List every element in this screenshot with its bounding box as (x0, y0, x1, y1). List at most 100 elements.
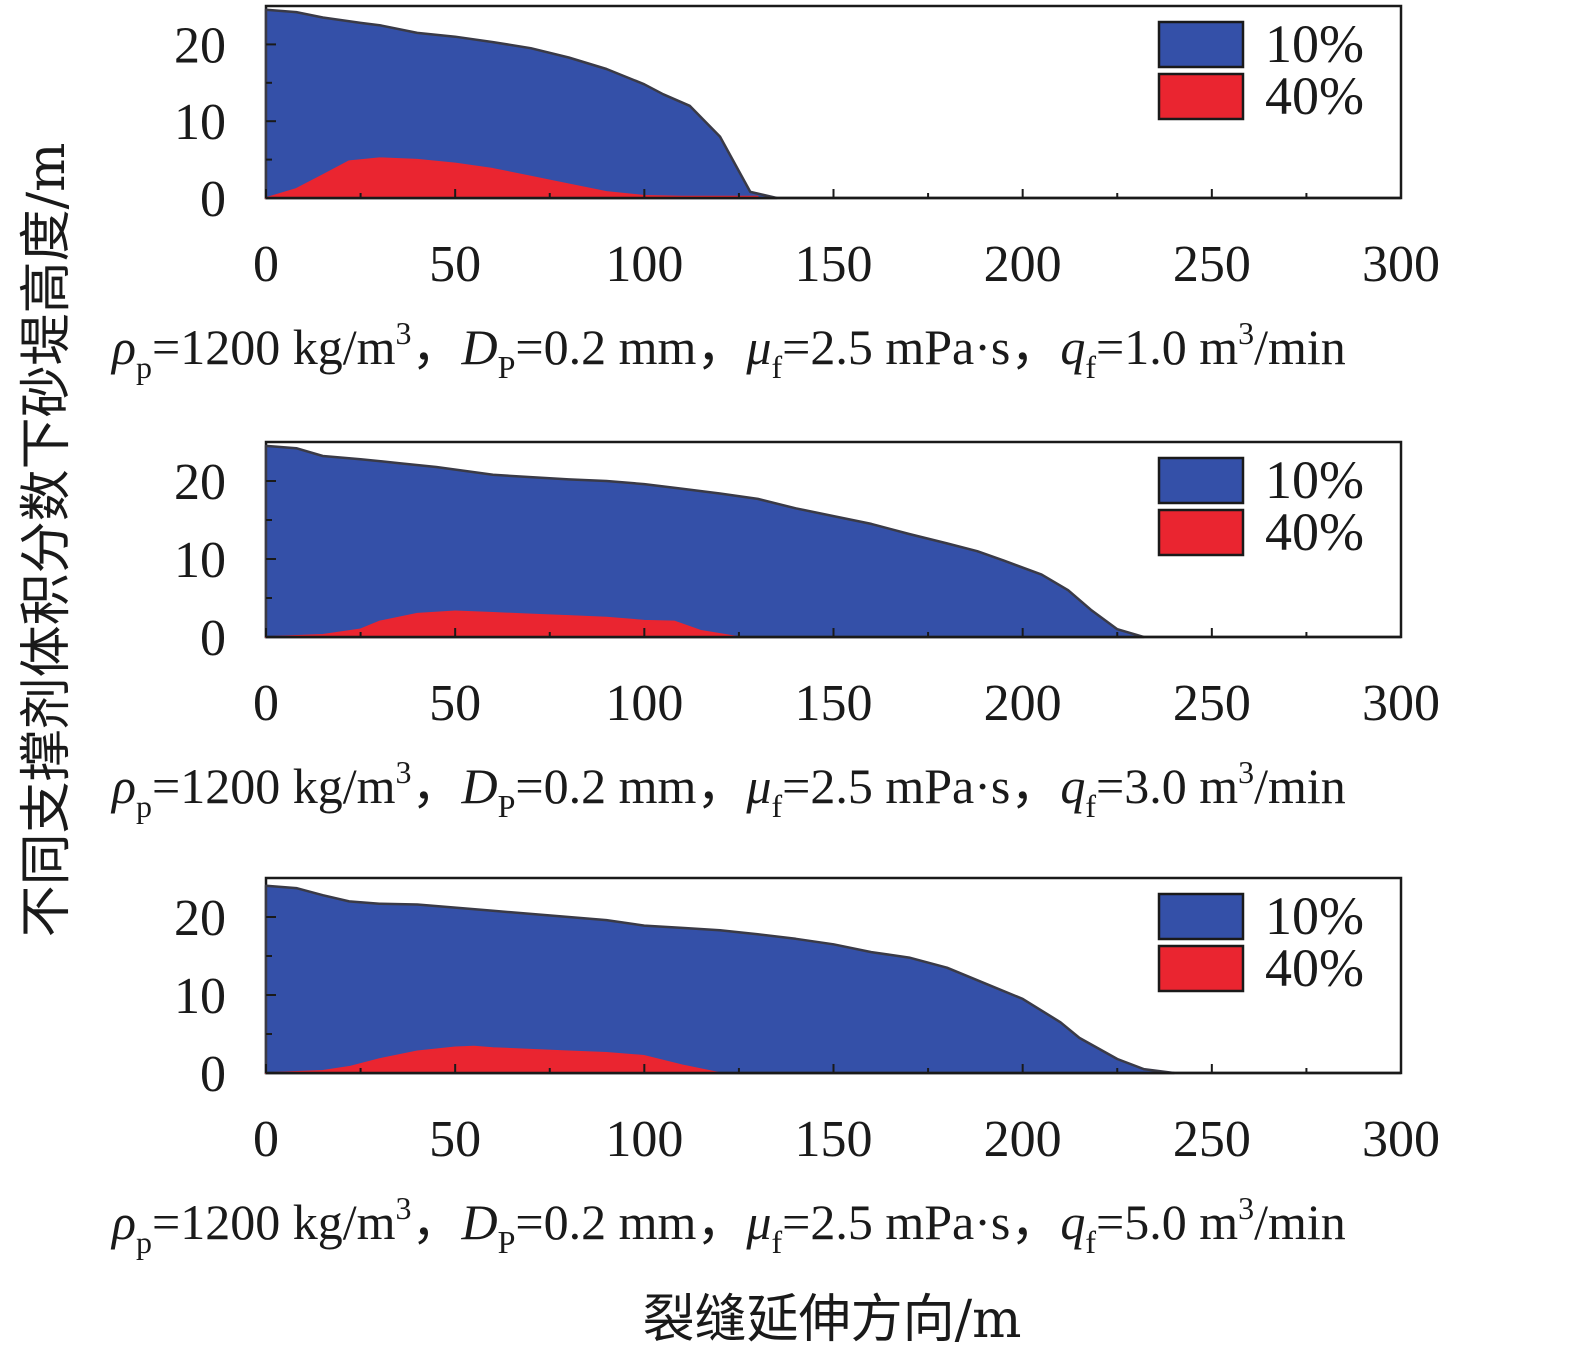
caption-q-val: =5.0 m (1096, 1194, 1238, 1250)
y-tick-label: 0 (200, 1046, 226, 1103)
y-tick-label: 10 (174, 968, 226, 1025)
caption-q-sym: q (1060, 758, 1085, 814)
caption-q-unit: /min (1254, 319, 1346, 375)
legend-swatch-40pct (1157, 944, 1245, 993)
caption-mu-val: =2.5 mPa·s (782, 758, 1010, 814)
caption-q-sub: f (1085, 788, 1096, 824)
x-tick-label: 300 (1362, 1111, 1440, 1168)
x-tick-label: 150 (795, 675, 873, 732)
series-area-10pct (264, 884, 1176, 1075)
legend-swatch-10pct (1157, 892, 1245, 941)
legend-swatch-40pct (1157, 508, 1245, 557)
x-tick-label: 300 (1362, 236, 1440, 293)
panel-caption: ρp=1200 kg/m3，DP=0.2 mm，μf=2.5 mPa·s，qf=… (110, 315, 1346, 385)
y-tick-label: 10 (174, 94, 226, 151)
caption-d-sym: D (460, 319, 497, 375)
y-tick-label: 20 (174, 454, 226, 511)
y-tick-label: 0 (200, 171, 226, 228)
x-tick-label: 100 (605, 236, 683, 293)
y-tick-label: 20 (174, 890, 226, 947)
x-tick-label: 250 (1173, 236, 1251, 293)
x-tick-label: 50 (429, 236, 481, 293)
x-tick-label: 0 (253, 675, 279, 732)
caption-d-val: =0.2 mm (515, 1194, 696, 1250)
x-tick-label: 50 (429, 1111, 481, 1168)
x-tick-label: 200 (984, 1111, 1062, 1168)
caption-q-sub: f (1085, 1224, 1096, 1260)
caption-d-sym: D (460, 1194, 497, 1250)
caption-q-val: =1.0 m (1096, 319, 1238, 375)
caption-q-sub: f (1085, 349, 1096, 385)
y-tick-label: 10 (174, 532, 226, 589)
x-tick-label: 200 (984, 675, 1062, 732)
y-tick-label: 20 (174, 17, 226, 74)
panel-caption: ρp=1200 kg/m3，DP=0.2 mm，μf=2.5 mPa·s，qf=… (110, 1190, 1346, 1260)
legend-label-40pct: 40% (1265, 502, 1364, 562)
chart-panel-3: 0 50 100 150 200 250 300 0 10 20 10%40% ρp=1200 kg/… (110, 876, 1440, 1260)
caption-mu-sym: μ (745, 319, 771, 375)
caption-rho-val: =1200 kg/m (152, 758, 396, 814)
series-area-40pct (265, 1045, 721, 1074)
legend-label-10pct: 10% (1265, 450, 1364, 510)
caption-sep3: ， (1010, 319, 1060, 375)
chart-panel-1: 0 50 100 150 200 250 300 0 10 20 10%40% ρp=1200 kg/… (110, 4, 1440, 385)
caption-rho-val: =1200 kg/m (152, 319, 396, 375)
y-axis-title: 不同支撑剂体积分数下砂堤高度/m (17, 143, 77, 938)
x-tick-label: 200 (984, 236, 1062, 293)
legend-swatch-40pct (1157, 72, 1245, 121)
caption-sep2: ， (696, 758, 746, 814)
panel-caption: ρp=1200 kg/m3，DP=0.2 mm，μf=2.5 mPa·s，qf=… (110, 754, 1346, 824)
caption-mu-sym: μ (745, 758, 771, 814)
caption-sep2: ， (696, 1194, 746, 1250)
caption-mu-val: =2.5 mPa·s (782, 1194, 1010, 1250)
caption-sep1: ， (411, 319, 461, 375)
caption-rho-sub: p (136, 349, 152, 385)
caption-d-val: =0.2 mm (515, 319, 696, 375)
caption-sep1: ， (411, 758, 461, 814)
caption-rho-val: =1200 kg/m (152, 1194, 396, 1250)
caption-mu-sub: f (771, 788, 782, 824)
caption-rho-sym: ρ (110, 319, 136, 375)
x-tick-label: 0 (253, 1111, 279, 1168)
x-tick-label: 100 (605, 1111, 683, 1168)
series-area-40pct (265, 157, 759, 199)
series-area-10pct (264, 444, 1145, 639)
x-tick-label: 0 (253, 236, 279, 293)
x-tick-label: 100 (605, 675, 683, 732)
legend-label-40pct: 40% (1265, 66, 1364, 126)
caption-q-sym: q (1060, 1194, 1085, 1250)
series-area-40pct (265, 610, 740, 638)
legend-label-10pct: 10% (1265, 14, 1364, 74)
x-tick-label: 150 (795, 236, 873, 293)
legend-label-40pct: 40% (1265, 938, 1364, 998)
legend-swatch-10pct (1157, 456, 1245, 505)
caption-sep1: ， (411, 1194, 461, 1250)
caption-q-sup: 3 (1238, 315, 1254, 351)
caption-q-sup: 3 (1238, 754, 1254, 790)
caption-rho-sub: p (136, 788, 152, 824)
caption-rho-sub: p (136, 1224, 152, 1260)
x-tick-label: 250 (1173, 1111, 1251, 1168)
caption-q-sym: q (1060, 319, 1085, 375)
caption-mu-sub: f (771, 349, 782, 385)
x-tick-label: 150 (795, 1111, 873, 1168)
caption-d-val: =0.2 mm (515, 758, 696, 814)
caption-sep3: ， (1010, 758, 1060, 814)
caption-rho-sup: 3 (395, 754, 411, 790)
caption-sep3: ， (1010, 1194, 1060, 1250)
x-tick-label: 300 (1362, 675, 1440, 732)
caption-mu-sym: μ (745, 1194, 771, 1250)
caption-q-unit: /min (1254, 1194, 1346, 1250)
caption-q-val: =3.0 m (1096, 758, 1238, 814)
caption-d-sub: P (498, 349, 516, 385)
chart-panel-2: 0 50 100 150 200 250 300 0 10 20 10%40% ρp=1200 kg/… (110, 440, 1440, 824)
caption-d-sym: D (460, 758, 497, 814)
legend-label-10pct: 10% (1265, 886, 1364, 946)
caption-q-unit: /min (1254, 758, 1346, 814)
caption-q-sup: 3 (1238, 1190, 1254, 1226)
legend-swatch-10pct (1157, 20, 1245, 69)
caption-mu-val: =2.5 mPa·s (782, 319, 1010, 375)
caption-rho-sup: 3 (395, 315, 411, 351)
